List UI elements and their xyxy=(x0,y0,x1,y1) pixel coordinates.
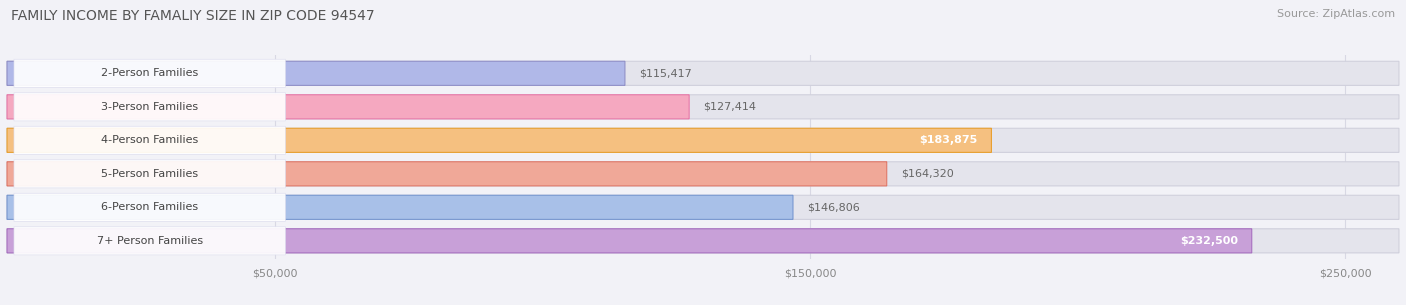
PathPatch shape xyxy=(7,229,1251,253)
FancyBboxPatch shape xyxy=(14,193,285,221)
FancyBboxPatch shape xyxy=(14,126,285,154)
PathPatch shape xyxy=(7,128,991,152)
PathPatch shape xyxy=(7,95,689,119)
Text: 4-Person Families: 4-Person Families xyxy=(101,135,198,145)
Text: 6-Person Families: 6-Person Families xyxy=(101,202,198,212)
Text: $115,417: $115,417 xyxy=(638,68,692,78)
Text: Source: ZipAtlas.com: Source: ZipAtlas.com xyxy=(1277,9,1395,19)
PathPatch shape xyxy=(7,229,1399,253)
FancyBboxPatch shape xyxy=(14,59,285,88)
Text: FAMILY INCOME BY FAMALIY SIZE IN ZIP CODE 94547: FAMILY INCOME BY FAMALIY SIZE IN ZIP COD… xyxy=(11,9,375,23)
PathPatch shape xyxy=(7,162,887,186)
PathPatch shape xyxy=(7,195,793,219)
PathPatch shape xyxy=(7,195,1399,219)
PathPatch shape xyxy=(7,162,1399,186)
Text: $183,875: $183,875 xyxy=(920,135,977,145)
Text: $146,806: $146,806 xyxy=(807,202,859,212)
Text: $232,500: $232,500 xyxy=(1180,236,1237,246)
PathPatch shape xyxy=(7,95,1399,119)
Text: 7+ Person Families: 7+ Person Families xyxy=(97,236,202,246)
Text: $164,320: $164,320 xyxy=(901,169,953,179)
FancyBboxPatch shape xyxy=(14,93,285,121)
Text: 3-Person Families: 3-Person Families xyxy=(101,102,198,112)
PathPatch shape xyxy=(7,61,624,85)
PathPatch shape xyxy=(7,61,1399,85)
PathPatch shape xyxy=(7,128,1399,152)
FancyBboxPatch shape xyxy=(14,160,285,188)
Text: $127,414: $127,414 xyxy=(703,102,756,112)
FancyBboxPatch shape xyxy=(14,227,285,255)
Text: 2-Person Families: 2-Person Families xyxy=(101,68,198,78)
Text: 5-Person Families: 5-Person Families xyxy=(101,169,198,179)
